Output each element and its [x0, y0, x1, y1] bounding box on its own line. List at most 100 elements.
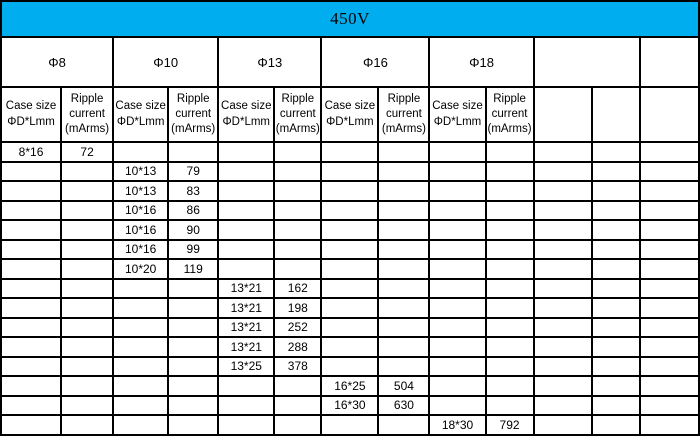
table-cell [0, 238, 63, 260]
table-cell [484, 355, 535, 377]
ripple-label2: current [279, 107, 316, 120]
table-cell [532, 336, 593, 358]
group-header-phi13: Φ13 [217, 36, 323, 88]
case-size-label: Case size [5, 100, 57, 113]
table-cell [484, 375, 535, 397]
table-cell: 8*16 [0, 141, 63, 163]
table-cell: 90 [167, 219, 220, 241]
table-cell [60, 238, 115, 260]
table-cell: 252 [273, 316, 323, 338]
table-cell [60, 199, 115, 221]
table-cell [532, 141, 593, 163]
table-cell [167, 394, 220, 416]
table-cell [532, 297, 593, 319]
table-row: 13*21 288 [0, 336, 700, 358]
table-cell [532, 238, 593, 260]
table-cell [428, 336, 487, 358]
table-cell [377, 258, 431, 280]
table-cell [484, 180, 535, 202]
table-cell [377, 141, 431, 163]
table-cell [638, 277, 700, 299]
table-cell [532, 394, 593, 416]
table-cell [377, 180, 431, 202]
table-cell [273, 219, 323, 241]
table-cell [532, 277, 593, 299]
table-cell [167, 277, 220, 299]
table-cell [112, 414, 170, 436]
table-cell [484, 199, 535, 221]
table-cell [638, 355, 700, 377]
ripple-unit: (mArms) [65, 123, 110, 136]
table-row: 18*30 792 [0, 414, 700, 436]
table-cell [428, 297, 487, 319]
case-size-header: Case size ΦD*Lmm [217, 86, 276, 143]
table-cell: 630 [377, 394, 431, 416]
table-cell [484, 141, 535, 163]
table-cell [532, 355, 593, 377]
ripple-label2: current [175, 107, 212, 120]
table-cell [60, 394, 115, 416]
table-cell [0, 160, 63, 182]
table-cell [320, 277, 380, 299]
ripple-unit: (mArms) [487, 123, 532, 136]
table-cell [60, 316, 115, 338]
table-cell [428, 238, 487, 260]
table-cell [532, 160, 593, 182]
table-cell [60, 297, 115, 319]
table-row: 10*13 79 [0, 160, 700, 182]
table-cell [377, 160, 431, 182]
voltage-title: 450V [0, 0, 700, 38]
table-cell [377, 277, 431, 299]
table-cell: 10*20 [112, 258, 170, 280]
table-cell [590, 180, 641, 202]
table-cell [112, 316, 170, 338]
table-cell [60, 180, 115, 202]
table-cell [60, 219, 115, 241]
table-cell [377, 219, 431, 241]
table-cell [273, 141, 323, 163]
ripple-label: Ripple [493, 92, 526, 105]
table-cell: 86 [167, 199, 220, 221]
table-cell [377, 336, 431, 358]
table-cell [0, 414, 63, 436]
table-cell [638, 199, 700, 221]
table-cell [217, 394, 276, 416]
table-cell [273, 238, 323, 260]
ripple-label: Ripple [70, 92, 104, 105]
ripple-current-header: Ripple current (mArms) [60, 86, 115, 143]
table-cell [428, 141, 487, 163]
table-row: 8*16 72 [0, 141, 700, 163]
table-cell [60, 277, 115, 299]
group-header-phi10: Φ10 [112, 36, 220, 88]
table-cell [532, 316, 593, 338]
table-cell [532, 199, 593, 221]
table-cell [590, 277, 641, 299]
table-cell: 13*21 [217, 336, 276, 358]
table-row: 13*21 198 [0, 297, 700, 319]
table-cell [60, 414, 115, 436]
table-cell [320, 160, 380, 182]
table-cell [532, 219, 593, 241]
subheader-empty [590, 86, 641, 143]
table-cell [217, 180, 276, 202]
table-cell [320, 258, 380, 280]
table-cell [590, 336, 641, 358]
case-size-header: Case size ΦD*Lmm [112, 86, 170, 143]
case-size-label: Case size [432, 100, 483, 113]
case-size-label: Case size [221, 100, 272, 113]
table-cell: 792 [484, 414, 535, 436]
table-cell: 18*30 [428, 414, 487, 436]
table-cell [273, 394, 323, 416]
table-cell [217, 219, 276, 241]
table-cell: 504 [377, 375, 431, 397]
table-cell [0, 199, 63, 221]
case-size-header: Case size ΦD*Lmm [320, 86, 380, 143]
table-cell [532, 258, 593, 280]
case-size-unit: ΦD*Lmm [7, 115, 55, 128]
case-size-label: Case size [324, 100, 376, 113]
ripple-label: Ripple [281, 92, 315, 105]
case-size-unit: ΦD*Lmm [326, 115, 374, 128]
case-size-header: Case size ΦD*Lmm [0, 86, 63, 143]
table-cell [167, 355, 220, 377]
table-cell [320, 355, 380, 377]
